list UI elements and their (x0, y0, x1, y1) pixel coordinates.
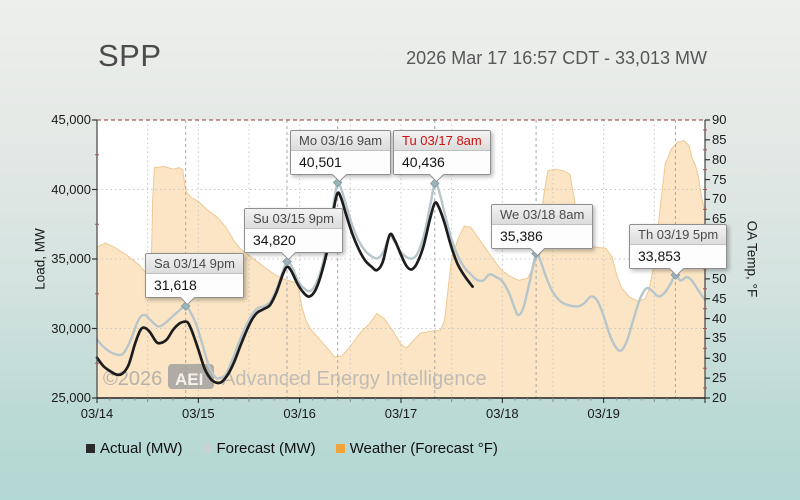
legend-label: Actual (MW) (100, 440, 183, 457)
y-left-tick-label: 25,000 (51, 390, 91, 405)
legend-swatch (202, 444, 212, 453)
legend-item-2[interactable]: Weather (Forecast °F) (335, 440, 498, 457)
x-axis-tick-label: 03/16 (283, 406, 316, 421)
callout-we-0318[interactable]: We 03/18 8am 35,386 (491, 204, 594, 257)
y-right-tick-label: 40 (712, 310, 727, 326)
callout-title: Th 03/19 5pm (630, 225, 727, 245)
x-axis-tick-label: 03/14 (80, 406, 114, 421)
callout-mo-0316[interactable]: Mo 03/16 9am 40,501 (290, 130, 392, 183)
legend-label: Forecast (MW) (216, 440, 316, 457)
callout-value: 31,618 (146, 274, 243, 297)
callout-th-0319[interactable]: Th 03/19 5pm 33,853 (629, 224, 728, 277)
y-right-tick-label: 75 (712, 171, 727, 187)
y-right-tick-label: 45 (712, 290, 727, 306)
y-right-tick-label: 50 (712, 270, 727, 286)
callout-value: 34,820 (245, 229, 342, 252)
callout-title: Sa 03/14 9pm (146, 254, 243, 274)
y-right-tick-label: 30 (712, 350, 727, 366)
legend-swatch (335, 444, 345, 453)
callout-value: 33,853 (630, 245, 727, 268)
header-timestamp: 2026 Mar 17 16:57 CDT - 33,013 MW (406, 48, 707, 68)
x-axis-tick-label: 03/17 (384, 406, 418, 421)
callout-su-0315[interactable]: Su 03/15 9pm 34,820 (244, 208, 343, 261)
y-left-tick-label: 45,000 (51, 112, 91, 127)
legend-swatch (86, 444, 95, 453)
watermark: ©2026 AEI Advanced Energy Intelligence (103, 364, 487, 390)
aei-badge (168, 364, 214, 389)
y-right-tick-label: 70 (712, 191, 727, 207)
y-right-tick-label: 35 (712, 330, 727, 346)
legend-item-1[interactable]: Forecast (MW) (202, 440, 316, 457)
callout-value: 40,436 (394, 151, 490, 174)
chart-legend: Actual (MW) Forecast (MW) Weather (Forecas… (86, 440, 498, 457)
legend-item-0[interactable]: Actual (MW) (86, 440, 183, 457)
y-right-tick-label: 85 (712, 131, 727, 147)
x-axis-tick-label: 03/19 (587, 406, 620, 421)
watermark-company-name: Advanced Energy Intelligence (222, 368, 487, 390)
callout-title: Tu 03/17 8am (394, 131, 490, 151)
y-right-tick-label: 20 (712, 390, 727, 405)
callout-title: Su 03/15 9pm (245, 209, 342, 229)
page-title: SPP (98, 38, 162, 73)
y-left-tick-label: 35,000 (51, 251, 91, 266)
callout-title: Mo 03/16 9am (291, 131, 391, 151)
callout-value: 35,386 (492, 225, 593, 248)
actual-line (95, 191, 474, 385)
y-left-tick-label: 30,000 (51, 320, 91, 336)
watermark-badge-text: AEI (175, 370, 203, 389)
callout-title: We 03/18 8am (492, 205, 593, 225)
x-axis-tick-label: 03/18 (486, 406, 519, 421)
callout-sa-0314[interactable]: Sa 03/14 9pm 31,618 (145, 253, 244, 306)
x-axis-tick-label: 03/15 (182, 406, 215, 421)
y-right-tick-label: 90 (712, 112, 727, 127)
y-right-tick-label: 25 (712, 370, 727, 386)
callout-tu-0317[interactable]: Tu 03/17 8am 40,436 (393, 130, 491, 183)
y-right-tick-label: 65 (712, 211, 727, 227)
legend-label: Weather (Forecast °F) (349, 440, 498, 457)
callout-value: 40,501 (291, 151, 391, 174)
y-right-tick-label: 80 (712, 151, 727, 167)
y-left-tick-label: 40,000 (51, 181, 91, 197)
